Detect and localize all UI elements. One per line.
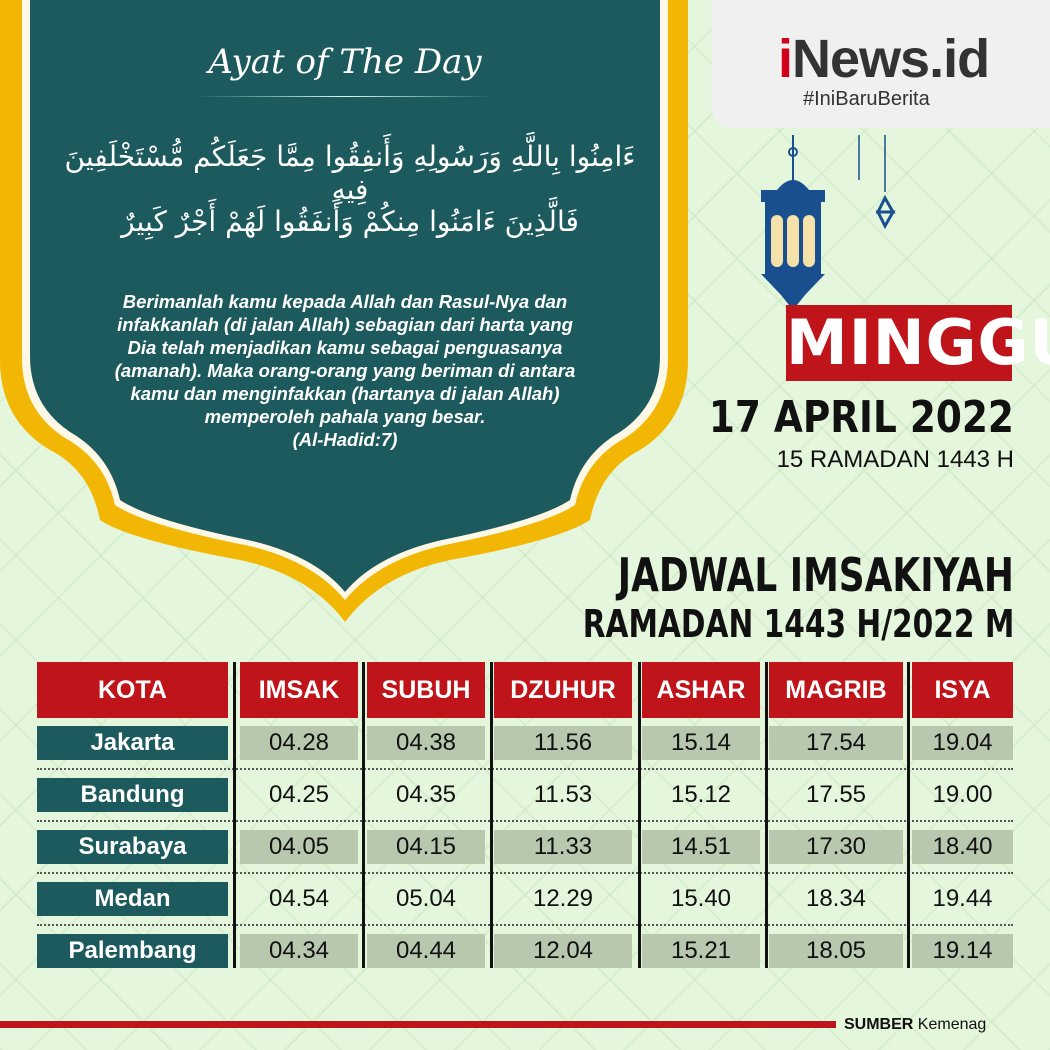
translation-line: memperoleh pahala yang besar. [204,406,486,427]
time-cell: 04.05 [240,830,358,864]
row-divider [37,872,1013,874]
row-divider [37,820,1013,822]
ayat-panel [0,0,688,622]
translation-line: Berimanlah kamu kepada Allah dan Rasul-N… [122,291,568,312]
time-cell: 18.40 [912,830,1013,864]
column-header-subuh: SUBUH [367,662,485,718]
verse-reference: (Al-Hadid:7) [292,429,398,450]
ayat-title: Ayat of The Day [208,42,482,82]
time-cell: 15.12 [670,781,732,808]
tagline: #IniBaruBerita [803,88,930,110]
translation: Berimanlah kamu kepada Allah dan Rasul-N… [55,290,635,451]
city-name: Palembang [37,934,228,968]
gregorian-date: 17 APRIL 2022 [708,392,1014,443]
city-name: Surabaya [37,830,228,864]
title-divider [195,96,495,97]
logo-text: News.id [792,29,990,89]
translation-line: infakkanlah (di jalan Allah) sebagian da… [117,314,573,335]
column-separator [490,662,493,968]
source-credit: SUMBER Kemenag [844,1016,986,1034]
translation-line: (amanah). Maka orang-orang yang beriman … [114,360,576,381]
time-cell: 04.15 [367,830,485,864]
logo-i: i [778,29,793,89]
day-label: MINGGU [786,305,1050,381]
lantern-icon [761,135,905,310]
time-cell: 19.00 [932,781,993,808]
heading-subtitle: RAMADAN 1443 H/2022 M [582,602,1014,646]
time-cell: 19.44 [932,885,993,912]
inews-logo: iNews.id [778,28,990,90]
time-cell: 12.29 [532,885,594,912]
time-cell: 04.35 [395,781,457,808]
time-cell: 17.54 [769,726,903,760]
column-header-isya: ISYA [912,662,1013,718]
time-cell: 15.21 [642,934,760,968]
source-value: Kemenag [917,1016,987,1033]
time-cell: 11.56 [494,726,632,760]
column-header-magrib: MAGRIB [769,662,903,718]
time-cell: 12.04 [494,934,632,968]
time-cell: 04.34 [240,934,358,968]
city-name: Jakarta [37,726,228,760]
time-cell: 04.44 [367,934,485,968]
column-separator [362,662,365,968]
footer-bar [0,1021,836,1028]
time-cell: 04.54 [268,885,330,912]
column-separator [765,662,768,968]
column-header-imsak: IMSAK [240,662,358,718]
time-cell: 05.04 [395,885,457,912]
time-cell: 11.53 [533,781,593,808]
time-cell: 18.05 [769,934,903,968]
row-divider [37,924,1013,926]
arabic-line-2: فَالَّذِينَ ءَامَنُوا مِنكُمْ وَأَنفَقُو… [121,205,579,238]
column-separator [233,662,236,968]
column-separator [638,662,641,968]
time-cell: 19.04 [912,726,1013,760]
time-cell: 17.55 [805,781,867,808]
logo-box [712,0,1050,128]
translation-line: kamu dan menginfakkan (hartanya di jalan… [130,383,560,404]
time-cell: 19.14 [912,934,1013,968]
time-cell: 17.30 [769,830,903,864]
row-divider [37,768,1013,770]
source-label: SUMBER [844,1016,914,1033]
city-name: Medan [37,882,228,916]
time-cell: 15.14 [642,726,760,760]
time-cell: 04.28 [240,726,358,760]
column-header-kota: KOTA [37,662,228,718]
time-cell: 15.40 [670,885,732,912]
time-cell: 18.34 [805,885,867,912]
column-header-ashar: ASHAR [642,662,760,718]
translation-line: Dia telah menjadikan kamu sebagai pengua… [127,337,563,358]
heading-title: JADWAL IMSAKIYAH [617,548,1014,602]
hijri-date: 15 RAMADAN 1443 H [776,446,1014,473]
arabic-line-1: ءَامِنُوا بِاللَّهِ وَرَسُولِهِ وَأَنفِق… [64,140,636,206]
column-separator [907,662,910,968]
time-cell: 14.51 [642,830,760,864]
column-header-dzuhur: DZUHUR [494,662,632,718]
time-cell: 04.38 [367,726,485,760]
city-name: Bandung [37,778,228,812]
time-cell: 11.33 [494,830,632,864]
time-cell: 04.25 [268,781,330,808]
